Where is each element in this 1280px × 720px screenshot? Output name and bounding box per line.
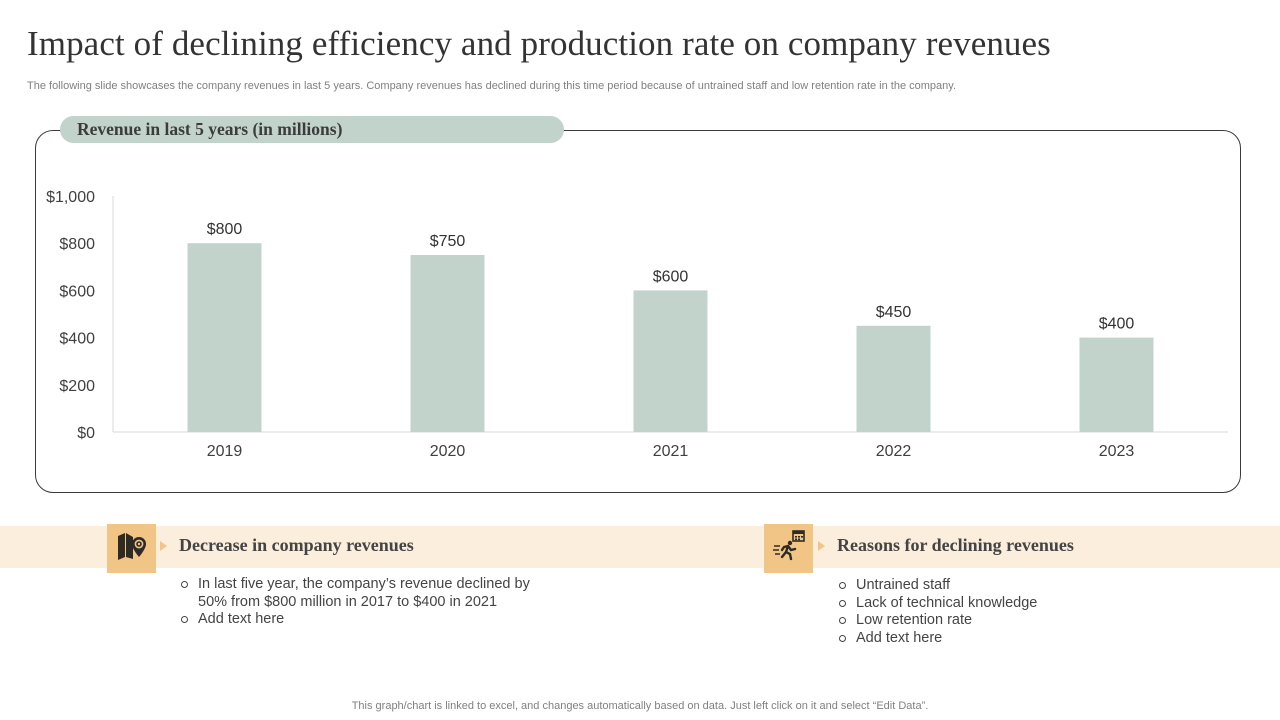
section-bullets-decrease: In last five year, the company’s revenue… — [180, 576, 550, 629]
bullet-item: In last five year, the company’s revenue… — [180, 576, 550, 611]
section-icon-box-right — [764, 524, 813, 573]
section-title-reasons: Reasons for declining revenues — [837, 535, 1074, 555]
data-label: $800 — [207, 221, 243, 238]
bar-2022[interactable] — [856, 325, 931, 432]
bullet-item: Untrained staff — [838, 577, 1198, 595]
data-label: $450 — [876, 304, 912, 321]
map-location-icon — [115, 529, 149, 568]
y-tick-label: $800 — [59, 236, 95, 253]
bullet-item: Lack of technical knowledge — [838, 595, 1198, 613]
y-tick-label: $400 — [59, 331, 95, 348]
bars — [187, 243, 1154, 432]
section-arrow-right — [818, 541, 825, 551]
x-tick-label: 2020 — [430, 443, 466, 460]
data-label: $750 — [430, 233, 466, 250]
y-tick-label: $200 — [59, 378, 95, 395]
running-man-calendar-icon — [771, 528, 807, 569]
slide-title: Impact of declining efficiency and produ… — [27, 24, 1051, 63]
data-label: $400 — [1099, 316, 1135, 333]
x-tick-label: 2023 — [1099, 443, 1135, 460]
x-axis-labels: 2019 2020 2021 2022 2023 — [207, 443, 1135, 460]
bar-2021[interactable] — [633, 290, 708, 432]
section-title-decrease: Decrease in company revenues — [179, 535, 414, 555]
y-tick-label: $1,000 — [46, 189, 95, 206]
y-axis-labels: $0 $200 $400 $600 $800 $1,000 — [46, 189, 95, 442]
chart-frame — [35, 130, 1241, 493]
y-tick-label: $0 — [77, 425, 95, 442]
section-icon-box-left — [107, 524, 156, 573]
footer-note: This graph/chart is linked to excel, and… — [351, 700, 929, 712]
data-label: $600 — [653, 268, 689, 285]
bar-2023[interactable] — [1079, 337, 1154, 432]
chart-title[interactable]: Revenue in last 5 years (in millions) — [77, 119, 343, 139]
x-tick-label: 2022 — [876, 443, 912, 460]
section-band-right — [764, 526, 1280, 568]
bar-2019[interactable] — [187, 243, 262, 432]
bar-2020[interactable] — [410, 255, 485, 432]
slide-subtitle: The following slide showcases the compan… — [27, 80, 957, 92]
section-arrow-left — [160, 541, 167, 551]
section-bullets-reasons: Untrained staff Lack of technical knowle… — [838, 577, 1198, 647]
data-labels: $800 $750 $600 $450 $400 — [207, 221, 1135, 332]
x-tick-label: 2019 — [207, 443, 243, 460]
chart-title-pill: Revenue in last 5 years (in millions) — [60, 116, 564, 143]
bullet-item: Low retention rate — [838, 612, 1198, 630]
bullet-item: Add text here — [180, 611, 550, 629]
x-tick-label: 2021 — [653, 443, 689, 460]
y-tick-label: $600 — [59, 283, 95, 300]
bullet-item: Add text here — [838, 630, 1198, 648]
